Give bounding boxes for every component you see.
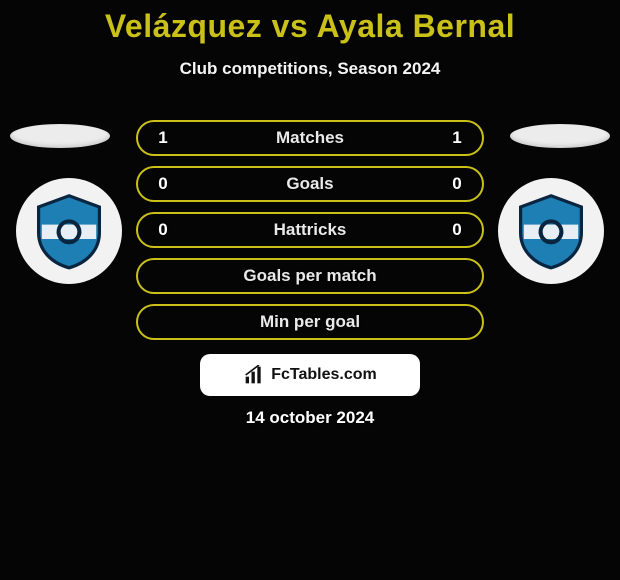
watermark-text: FcTables.com [271, 366, 377, 384]
stat-label: Matches [172, 128, 448, 148]
page-title: Velázquez vs Ayala Bernal [0, 8, 620, 45]
stat-left-value: 1 [154, 128, 172, 148]
date-text: 14 october 2024 [0, 408, 620, 428]
bar-chart-icon [243, 365, 265, 385]
stat-right-value: 1 [448, 128, 466, 148]
player-right-club-badge [498, 178, 604, 284]
stat-label: Goals [172, 174, 448, 194]
player-left-club-badge [16, 178, 122, 284]
subtitle: Club competitions, Season 2024 [0, 59, 620, 79]
stat-left-value: 0 [154, 220, 172, 240]
stat-label: Hattricks [172, 220, 448, 240]
stat-right-value: 0 [448, 220, 466, 240]
stat-label: Min per goal [172, 312, 448, 332]
watermark-card: FcTables.com [200, 354, 420, 396]
stat-label: Goals per match [172, 266, 448, 286]
table-row: Goals per match [136, 258, 484, 294]
club-shield-icon [511, 191, 591, 271]
player-left-flag [10, 124, 110, 148]
table-row: Min per goal [136, 304, 484, 340]
table-row: 0 Goals 0 [136, 166, 484, 202]
table-row: 1 Matches 1 [136, 120, 484, 156]
player-right-flag [510, 124, 610, 148]
stat-left-value: 0 [154, 174, 172, 194]
club-shield-icon [29, 191, 109, 271]
stat-right-value: 0 [448, 174, 466, 194]
table-row: 0 Hattricks 0 [136, 212, 484, 248]
comparison-table: 1 Matches 1 0 Goals 0 0 Hattricks 0 Goal… [136, 120, 484, 350]
